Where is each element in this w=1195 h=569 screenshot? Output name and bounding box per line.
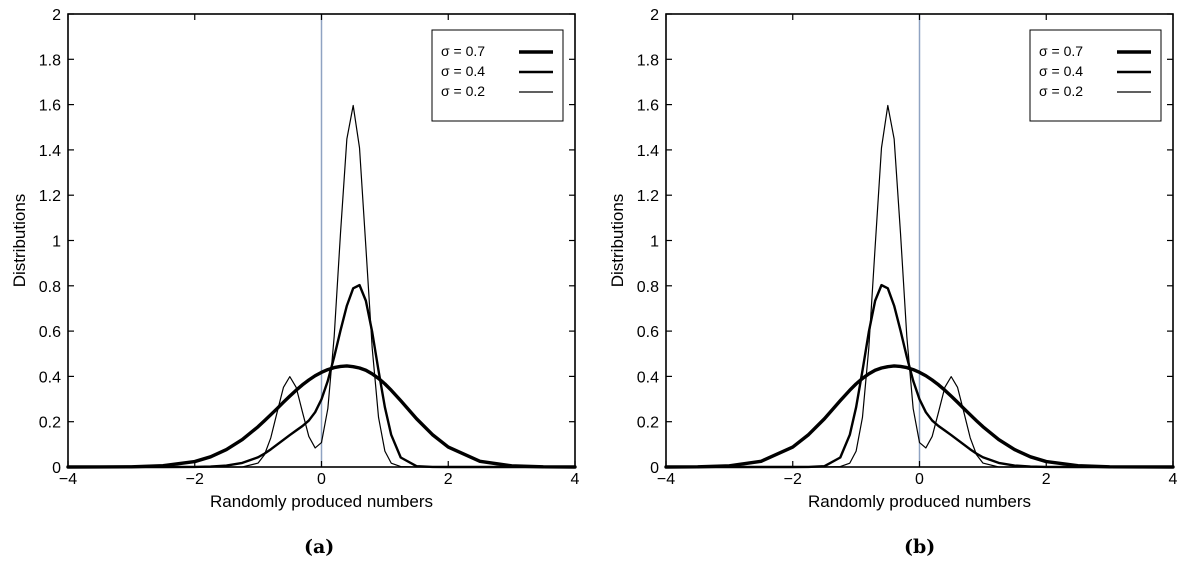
y-tick-label: 1.2	[39, 188, 61, 205]
chart-a: −4 −2 0 2 4 0 0.2 0.4 0.6 0.8 1 1.2 1.4 1.6 1.8 2 Random…	[10, 7, 580, 511]
y-tick-label: 0	[650, 460, 659, 477]
x-axis-label: Randomly produced numbers	[808, 492, 1031, 511]
y-tick-label: 1.8	[39, 52, 61, 69]
chart-panel-a: −4 −2 0 2 4 0 0.2 0.4 0.6 0.8 1 1.2 1.4 1.6 1.8 2 Random…	[0, 0, 597, 569]
y-axis-label: Distributions	[10, 194, 29, 288]
x-tick-label: 0	[915, 471, 924, 488]
y-tick-label: 0.2	[39, 415, 61, 432]
x-tick-label: −4	[657, 471, 675, 488]
x-tick-label: 4	[571, 471, 580, 488]
series-line-2	[66, 283, 577, 469]
y-tick-label: 1	[650, 234, 659, 251]
series-line-1	[664, 364, 1175, 469]
y-tick-label: 0	[52, 460, 61, 477]
chart-b-caption: (b)	[904, 536, 936, 558]
legend: σ = 0.7 σ = 0.4 σ = 0.2	[1029, 29, 1162, 122]
x-tick-label: −2	[186, 471, 204, 488]
y-tick-label: 0.4	[637, 369, 659, 386]
y-tick-label: 0.8	[637, 279, 659, 296]
legend-label: σ = 0.4	[1039, 63, 1083, 79]
y-tick-label: 1.8	[637, 52, 659, 69]
y-tick-label: 2	[52, 7, 61, 24]
y-tick-label: 1.2	[637, 188, 659, 205]
y-tick-label: 0.6	[637, 324, 659, 341]
series-line-2	[664, 283, 1175, 469]
legend-label: σ = 0.7	[441, 43, 485, 59]
x-tick-label: −2	[784, 471, 802, 488]
y-tick-label: 1.6	[637, 98, 659, 115]
chart-a-caption: (a)	[304, 536, 335, 558]
legend: σ = 0.7 σ = 0.4 σ = 0.2	[431, 29, 564, 122]
y-tick-label: 0.2	[637, 415, 659, 432]
y-tick-label: 1.6	[39, 98, 61, 115]
series-line-1	[66, 364, 577, 469]
legend-label: σ = 0.2	[1039, 83, 1083, 99]
x-tick-label: 4	[1169, 471, 1178, 488]
y-axis-label: Distributions	[608, 194, 627, 288]
y-tick-label: 1	[52, 234, 61, 251]
y-tick-label: 0.8	[39, 279, 61, 296]
legend-label: σ = 0.7	[1039, 43, 1083, 59]
y-tick-label: 1.4	[39, 143, 61, 160]
x-axis-label: Randomly produced numbers	[210, 492, 433, 511]
y-tick-label: 1.4	[637, 143, 659, 160]
y-tick-label: 2	[650, 7, 659, 24]
x-tick-label: 2	[1042, 471, 1051, 488]
x-tick-label: 0	[317, 471, 326, 488]
y-tick-label: 0.4	[39, 369, 61, 386]
y-tick-label: 0.6	[39, 324, 61, 341]
legend-label: σ = 0.4	[441, 63, 485, 79]
chart-b: −4 −2 0 2 4 0 0.2 0.4 0.6 0.8 1 1.2 1.4 1.6 1.8 2 Random…	[608, 7, 1178, 511]
legend-box	[431, 29, 564, 122]
legend-box	[1029, 29, 1162, 122]
chart-panel-b: −4 −2 0 2 4 0 0.2 0.4 0.6 0.8 1 1.2 1.4 1.6 1.8 2 Random…	[598, 0, 1195, 569]
legend-label: σ = 0.2	[441, 83, 485, 99]
x-tick-label: 2	[444, 471, 453, 488]
x-tick-label: −4	[59, 471, 77, 488]
